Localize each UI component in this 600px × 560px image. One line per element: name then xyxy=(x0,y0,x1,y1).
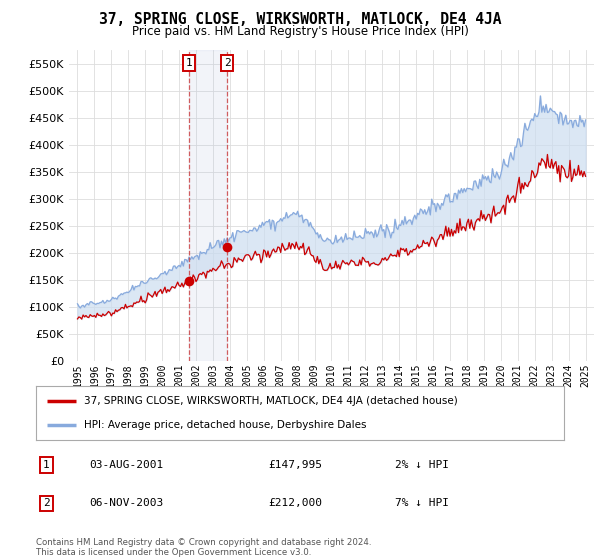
Text: 1: 1 xyxy=(43,460,50,470)
Text: 1: 1 xyxy=(185,58,192,68)
Bar xyxy=(189,50,227,361)
Text: 2: 2 xyxy=(43,498,50,508)
Text: Price paid vs. HM Land Registry's House Price Index (HPI): Price paid vs. HM Land Registry's House … xyxy=(131,25,469,38)
Text: 37, SPRING CLOSE, WIRKSWORTH, MATLOCK, DE4 4JA: 37, SPRING CLOSE, WIRKSWORTH, MATLOCK, D… xyxy=(99,12,501,27)
Text: 2% ↓ HPI: 2% ↓ HPI xyxy=(395,460,449,470)
Text: £147,995: £147,995 xyxy=(268,460,322,470)
Text: HPI: Average price, detached house, Derbyshire Dales: HPI: Average price, detached house, Derb… xyxy=(83,420,366,430)
Text: 06-NOV-2003: 06-NOV-2003 xyxy=(89,498,163,508)
Text: 03-AUG-2001: 03-AUG-2001 xyxy=(89,460,163,470)
Text: £212,000: £212,000 xyxy=(268,498,322,508)
Text: 37, SPRING CLOSE, WIRKSWORTH, MATLOCK, DE4 4JA (detached house): 37, SPRING CLOSE, WIRKSWORTH, MATLOCK, D… xyxy=(83,396,457,406)
Text: 7% ↓ HPI: 7% ↓ HPI xyxy=(395,498,449,508)
Text: Contains HM Land Registry data © Crown copyright and database right 2024.
This d: Contains HM Land Registry data © Crown c… xyxy=(36,538,371,557)
Text: 2: 2 xyxy=(224,58,230,68)
